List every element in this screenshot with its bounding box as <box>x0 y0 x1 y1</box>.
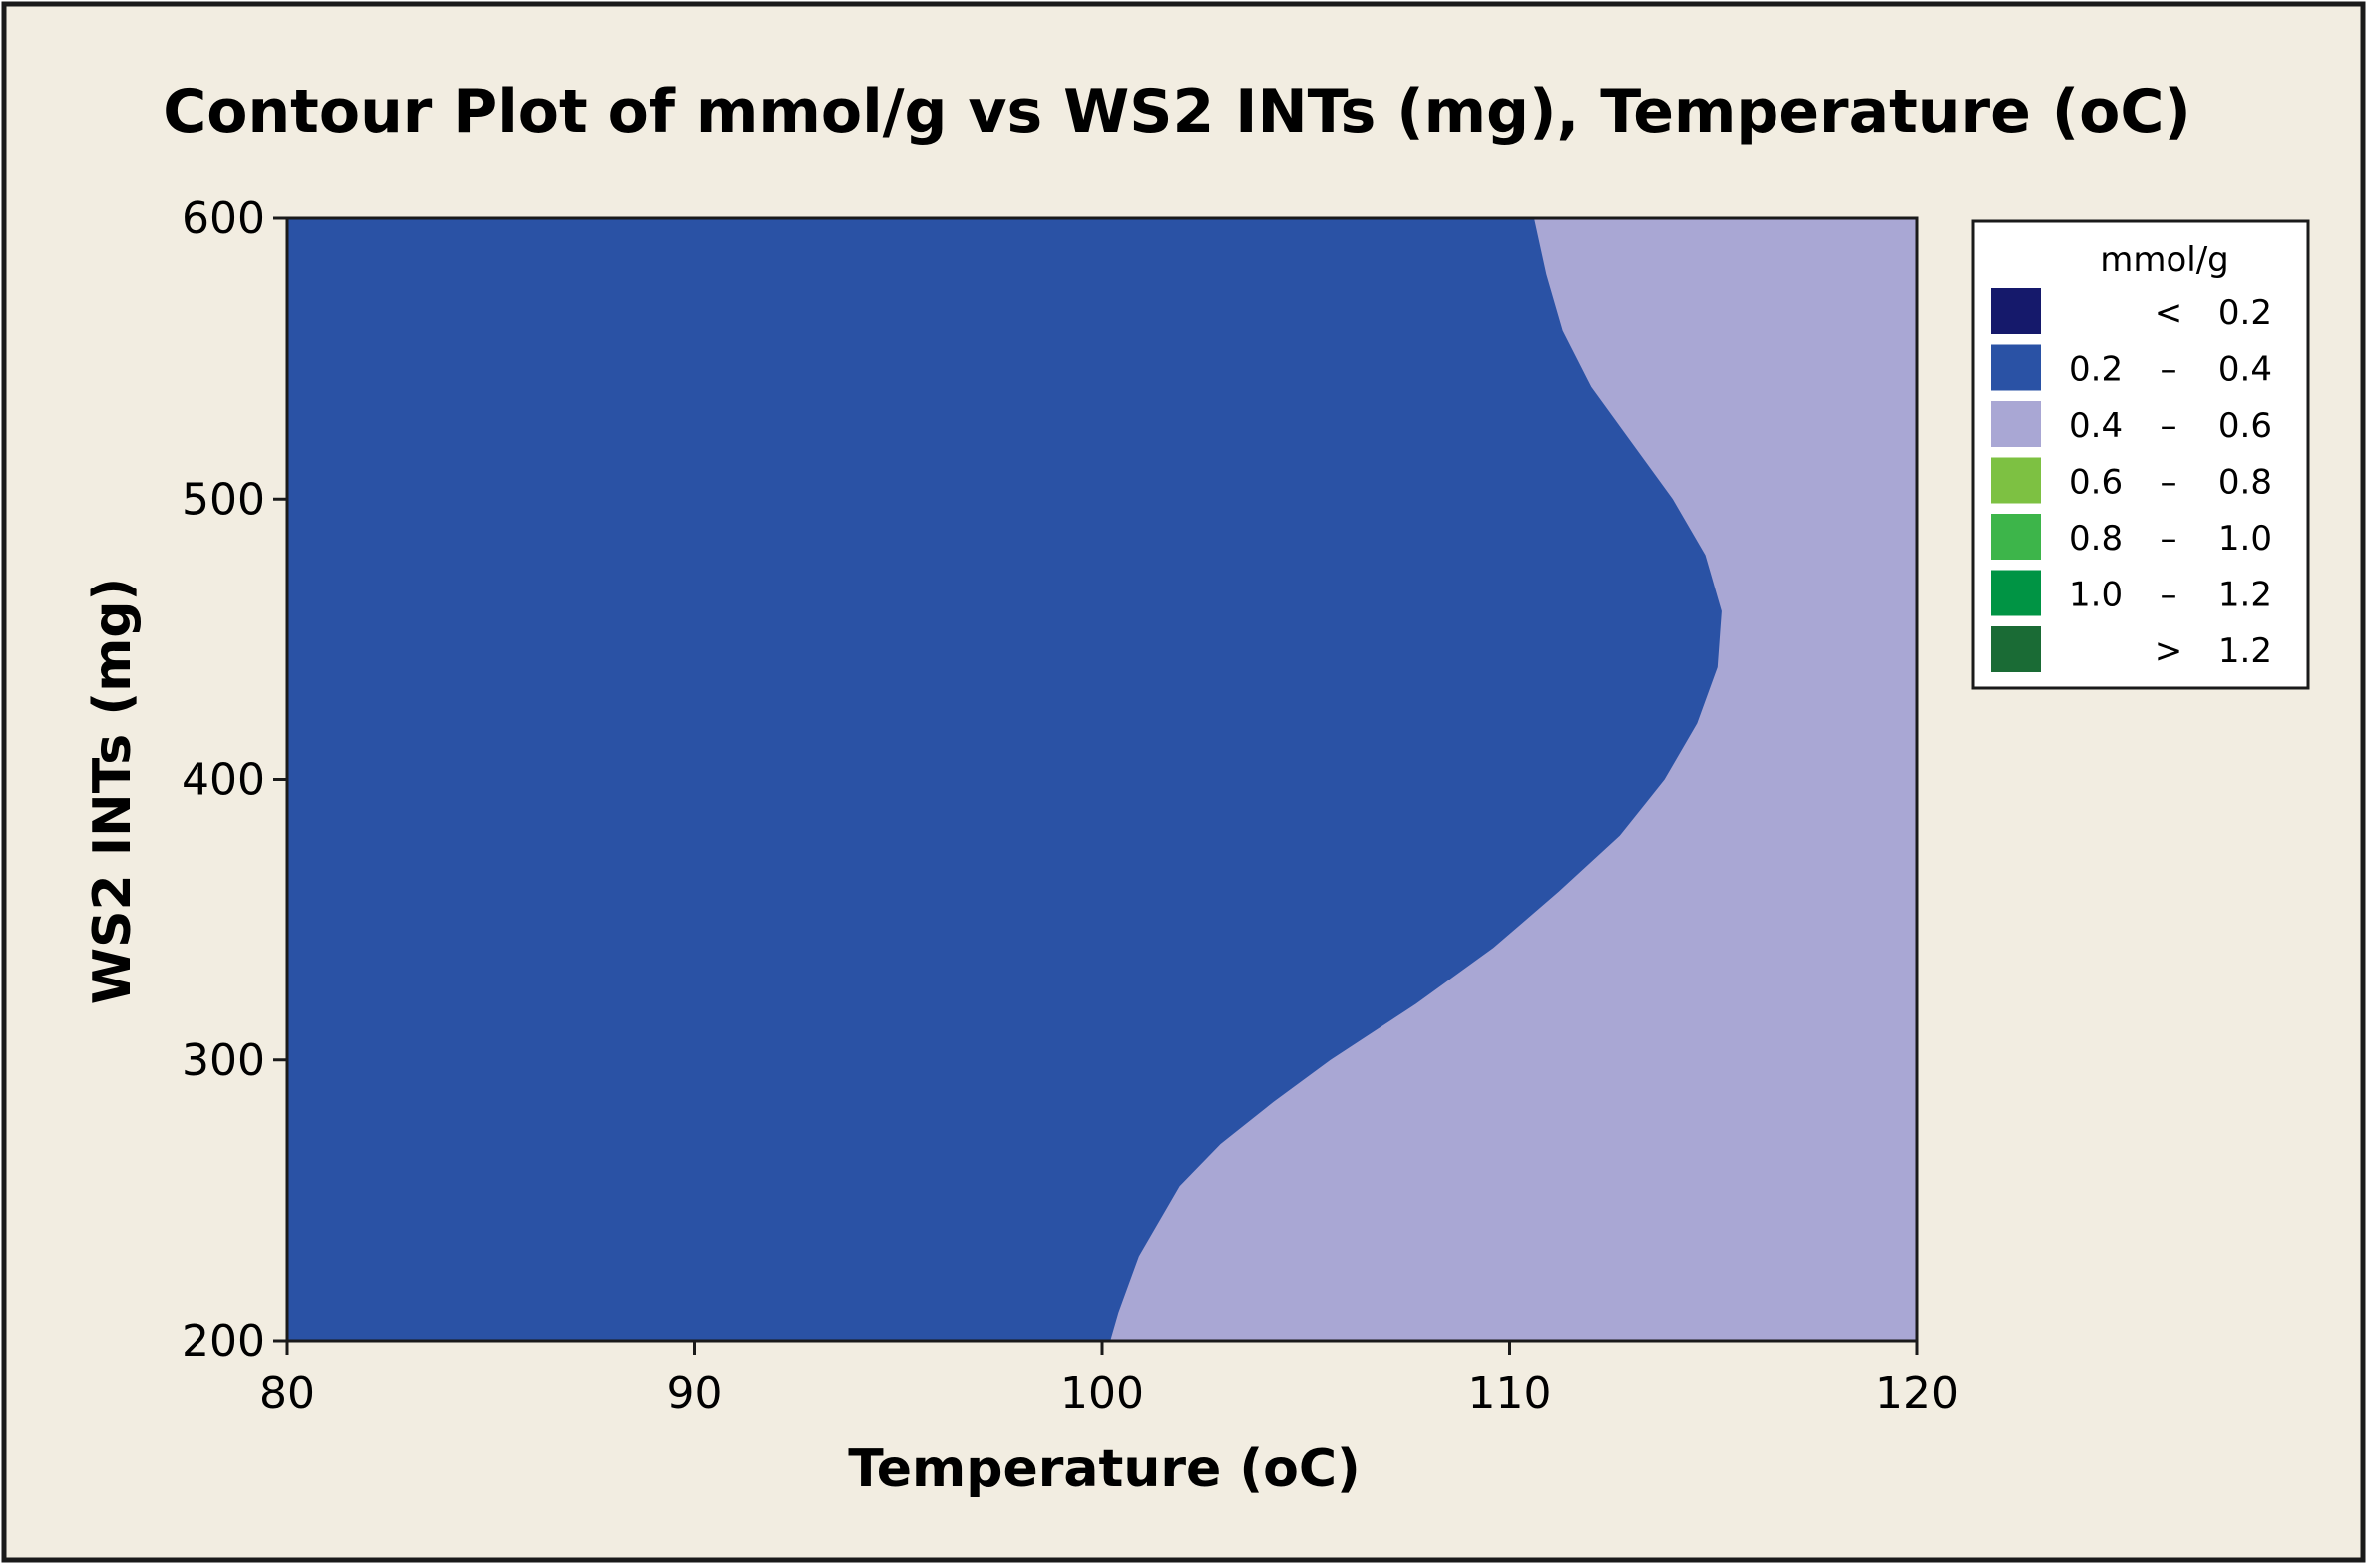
legend-swatch <box>1991 514 2041 560</box>
legend-swatch <box>1991 570 2041 616</box>
legend-range-high: 0.6 <box>2218 406 2272 446</box>
y-axis-label: WS2 INTs (mg) <box>83 578 143 1005</box>
legend: mmol/g <0.20.2–0.40.4–0.60.6–0.80.8–1.01… <box>1971 219 2310 690</box>
legend-range-separator: < <box>2155 293 2183 333</box>
legend-range-high: 1.0 <box>2218 519 2272 559</box>
legend-range-separator: – <box>2161 519 2177 559</box>
legend-swatch <box>1991 401 2041 447</box>
legend-range-high: 1.2 <box>2218 576 2272 615</box>
legend-range-low: 0.4 <box>2069 406 2123 446</box>
y-tick-label: 200 <box>182 1316 265 1367</box>
x-tick-label: 100 <box>1060 1369 1144 1419</box>
legend-range-low: 0.6 <box>2069 463 2123 503</box>
y-tick-label: 500 <box>182 474 265 525</box>
x-tick-label: 110 <box>1468 1369 1552 1419</box>
legend-range-low: 0.8 <box>2069 519 2123 559</box>
legend-range-separator: – <box>2161 350 2177 390</box>
x-axis: 80 90 100 110 120 <box>259 1341 1959 1419</box>
legend-range-low: 0.2 <box>2069 350 2123 390</box>
x-tick-label: 80 <box>259 1369 315 1419</box>
y-axis: 200 300 400 500 600 <box>182 194 287 1367</box>
x-axis-label: Temperature (oC) <box>848 1439 1361 1499</box>
legend-range-separator: – <box>2161 406 2177 446</box>
legend-range-separator: > <box>2155 631 2183 671</box>
legend-swatch <box>1991 288 2041 334</box>
x-tick-label: 90 <box>667 1369 723 1419</box>
contour-region-0.2-0.4 <box>287 218 1722 1341</box>
legend-entries: <0.20.2–0.40.4–0.60.6–0.80.8–1.01.0–1.2>… <box>1991 288 2272 672</box>
legend-range-separator: – <box>2161 576 2177 615</box>
legend-range-high: 0.4 <box>2218 350 2272 390</box>
y-tick-label: 400 <box>182 755 265 806</box>
legend-range-high: 0.2 <box>2218 293 2272 333</box>
y-tick-label: 600 <box>182 194 265 244</box>
legend-range-high: 1.2 <box>2218 631 2272 671</box>
legend-title: mmol/g <box>2100 240 2229 280</box>
legend-range-high: 0.8 <box>2218 463 2272 503</box>
legend-range-low: 1.0 <box>2069 576 2123 615</box>
y-tick-label: 300 <box>182 1035 265 1086</box>
plot-area <box>285 216 1919 1343</box>
legend-swatch <box>1991 344 2041 391</box>
legend-swatch <box>1991 457 2041 504</box>
legend-range-separator: – <box>2161 463 2177 503</box>
chart-title: Contour Plot of mmol/g vs WS2 INTs (mg),… <box>163 77 2191 147</box>
legend-swatch <box>1991 626 2041 672</box>
x-tick-label: 120 <box>1875 1369 1959 1419</box>
